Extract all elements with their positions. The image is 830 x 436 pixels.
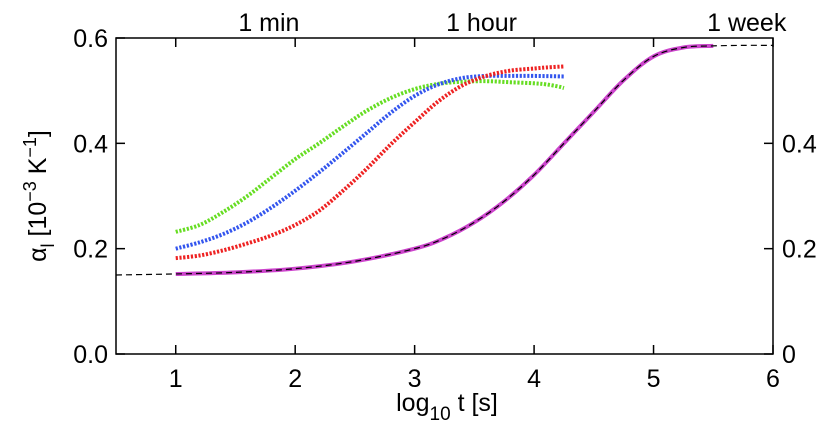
y-tick-label-left: 0.0 — [73, 341, 108, 369]
labels-layer: 1 2 3 4 5 6 0.0 0.2 0.4 0.6 0 0.2 0.4 1 min 1 hour 1 we… — [73, 9, 817, 393]
x-tick-label: 3 — [408, 365, 422, 393]
y-tick-label-left: 0.2 — [73, 236, 108, 264]
y-tick-label-left: 0.4 — [73, 130, 108, 158]
ticks-layer — [116, 37, 774, 355]
plot-frame — [115, 37, 774, 355]
x-tick-label: 2 — [288, 365, 302, 393]
x-tick-label: 6 — [766, 365, 780, 393]
top-time-label: 1 hour — [446, 9, 517, 37]
y-tick-label-left: 0.6 — [73, 25, 108, 53]
top-time-label: 1 min — [238, 9, 299, 37]
series-line-2 — [175, 64, 565, 261]
series-layer — [115, 43, 774, 276]
x-axis-title: log10 t [s] — [396, 389, 498, 425]
x-tick-label: 1 — [169, 365, 183, 393]
series-line-0 — [175, 79, 565, 234]
y-tick-label-right: 0.4 — [782, 130, 817, 158]
x-tick-label: 5 — [647, 365, 661, 393]
x-tick-label: 4 — [527, 365, 541, 393]
series-line-3 — [175, 43, 714, 276]
y-tick-label-right: 0 — [782, 341, 796, 369]
series-line-1 — [175, 73, 564, 251]
y-axis-title: αl [10−3 K−1] — [20, 130, 58, 262]
fit-dashed-line — [115, 44, 774, 276]
top-time-label: 1 week — [707, 9, 787, 37]
y-tick-label-right: 0.2 — [782, 236, 817, 264]
